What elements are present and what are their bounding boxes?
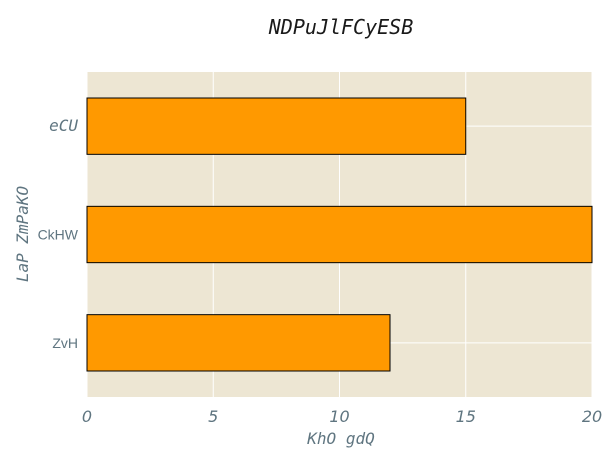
bars <box>86 97 593 372</box>
x-tick-label: 20 <box>582 407 602 426</box>
x-tick-label: 0 <box>82 407 92 426</box>
x-axis-label: KhO gdQ <box>306 429 374 448</box>
y-tick-label: eCU <box>49 116 78 135</box>
x-axis-ticks: 0 5 10 15 20 <box>82 407 602 426</box>
bar-ecu <box>86 97 467 155</box>
bar-zvh <box>86 314 391 372</box>
x-tick-label: 15 <box>456 407 476 426</box>
y-tick-label: CkHW <box>38 227 79 243</box>
y-tick-label: ZvH <box>52 335 78 351</box>
x-tick-label: 5 <box>208 407 218 426</box>
x-tick-label: 10 <box>329 407 349 426</box>
y-axis-ticks: eCU CkHW ZvH <box>38 116 79 351</box>
y-axis-label: LaP ZmPaKO <box>13 186 32 282</box>
chart-title: NDPuJlFCyESB <box>268 15 414 39</box>
bar-ckhw <box>86 205 593 264</box>
